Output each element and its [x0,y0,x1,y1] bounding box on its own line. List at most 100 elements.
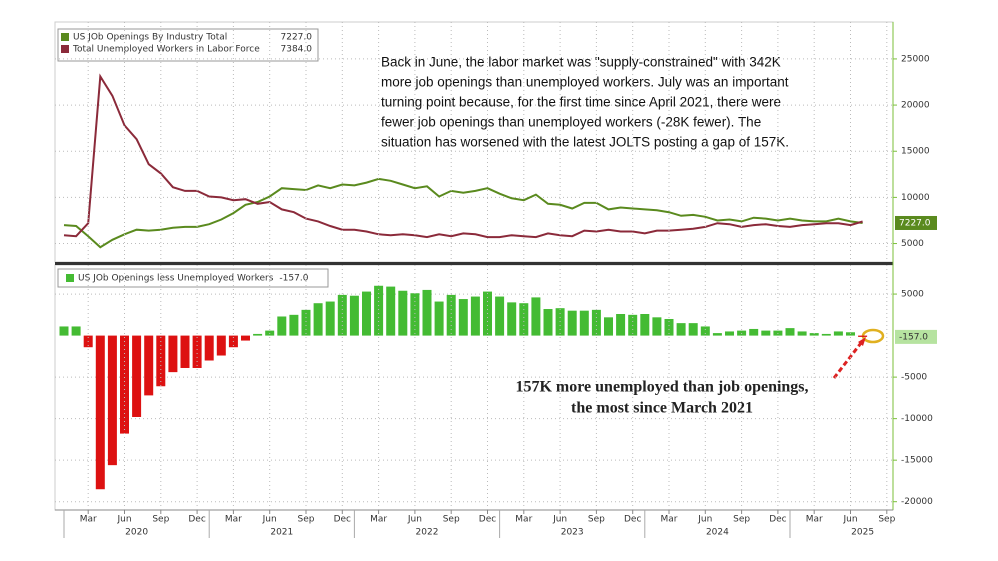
y-tick-label: 10000 [901,193,930,203]
annotation: the most since March 2021 [571,400,753,417]
bar [337,294,347,336]
bar [833,331,843,336]
x-tick-label: Sep [588,515,605,525]
x-tick-label: Dec [769,515,786,525]
x-tick-label: Dec [334,515,351,525]
y-tick-label: 20000 [901,101,930,111]
bar [120,335,129,434]
bar [785,328,795,336]
year-label: 2025 [851,528,874,538]
x-tick-label: Sep [443,515,460,525]
bar [495,296,505,336]
bar [107,335,117,466]
arrow-head [858,337,866,346]
bar [132,335,142,417]
x-tick-label: Sep [733,515,750,525]
x-tick-label: Jun [697,515,712,525]
bar [156,335,166,387]
bar [579,310,589,336]
bar [676,323,686,336]
bar [325,301,335,336]
x-tick-label: Dec [479,515,496,525]
bar [95,335,105,490]
bar [604,317,613,336]
bar [216,335,226,356]
bar [519,303,529,336]
bar [664,318,674,336]
bar [640,314,650,336]
top-panel [54,21,894,263]
bar [289,314,299,336]
bar [398,290,408,336]
annotation: more job openings than unemployed worker… [381,75,789,90]
y-tick-label: 5000 [901,290,924,300]
bar [59,326,69,336]
value-tag [895,215,937,230]
bar [749,328,759,336]
bar [591,309,601,336]
bar [761,330,771,336]
bar [458,299,468,336]
x-tick-label: Sep [878,515,895,525]
y-tick-label: 15000 [901,147,930,157]
bar [700,326,710,336]
bar [821,333,831,336]
year-label: 2023 [561,528,584,538]
bar [313,303,323,336]
bar [688,323,698,336]
legend-label: US JOb Openings less Unemployed Workers [78,274,274,284]
bar [71,326,81,336]
x-tick-label: Sep [152,515,169,525]
x-tick-label: Jun [262,515,277,525]
x-tick-label: Mar [515,515,532,525]
y-tick-label: -10000 [901,414,933,424]
bar [422,289,432,336]
year-label: 2022 [416,528,439,538]
bar [192,335,202,368]
x-tick-label: Jun [552,515,567,525]
year-label: 2020 [125,528,148,538]
arrow [832,342,863,379]
x-tick-label: Dec [624,515,641,525]
value-tag-label: 7227.0 [899,218,931,228]
value-tag-label: -157.0 [899,332,928,342]
annotation: fewer job openings than unemployed worke… [381,115,761,130]
legend-swatch [66,274,74,282]
x-tick-label: Mar [225,515,242,525]
bar [374,285,384,336]
bar [531,297,541,336]
bar [386,286,396,336]
bar [253,333,263,336]
bar [277,316,287,336]
x-tick-label: Mar [806,515,823,525]
bar [712,333,722,336]
annotation: turning point because, for the first tim… [381,95,781,110]
bar [434,301,444,336]
x-tick-label: Mar [80,515,97,525]
bar [470,296,480,336]
legend-label: US JOb Openings By Industry Total [73,33,227,43]
legend-value: 7384.0 [281,45,313,55]
bar [241,335,250,341]
bar [362,291,371,336]
x-tick-label: Mar [661,515,678,525]
bar [446,294,456,336]
y-tick-label: -20000 [901,497,933,507]
year-label: 2021 [270,528,293,538]
x-tick-label: Jun [116,515,131,525]
x-tick-label: Sep [298,515,315,525]
x-tick-label: Dec [188,515,205,525]
x-tick-label: Jun [842,515,857,525]
legend-box [57,28,319,62]
bar [797,331,807,336]
bar [204,335,214,361]
bar [725,331,734,336]
bar [567,310,577,336]
year-label: 2024 [706,528,729,538]
bar [652,317,662,336]
legend-box [57,268,329,288]
bar [410,293,420,336]
annotation: situation has worsened with the latest J… [381,135,789,150]
bar [543,309,553,336]
